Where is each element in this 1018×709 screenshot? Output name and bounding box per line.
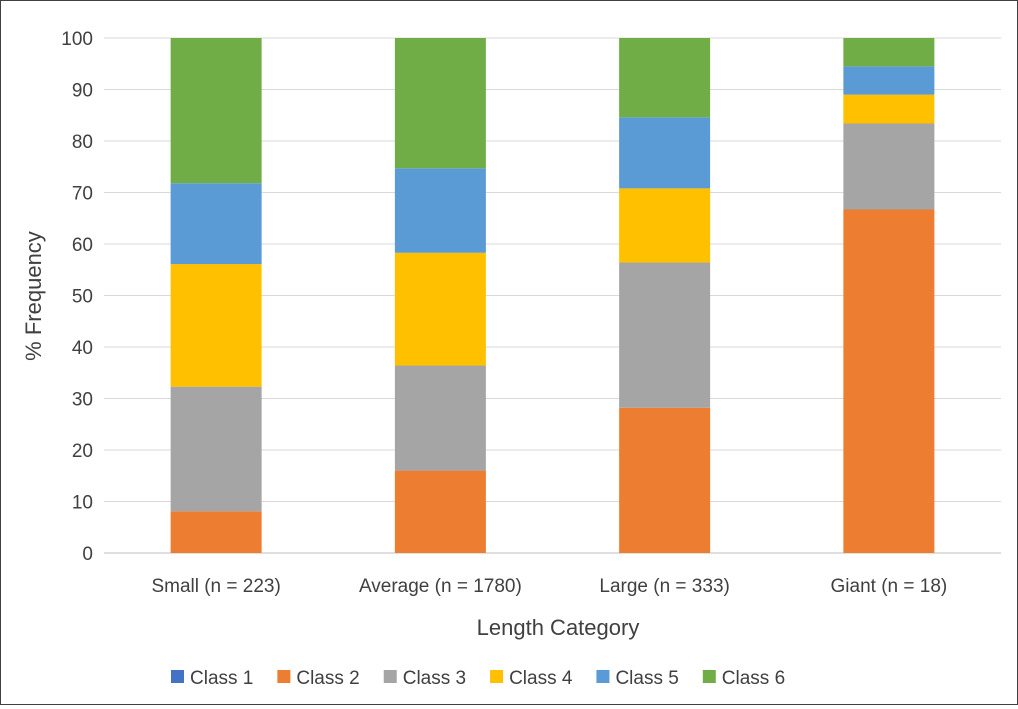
y-tick-label: 50: [72, 287, 93, 308]
bar-stacks: [170, 38, 935, 553]
y-tick-label: 10: [72, 493, 93, 514]
legend-swatch: [383, 670, 397, 683]
bar-segment-class-6: [170, 38, 262, 184]
bar-segment-class-6: [394, 38, 486, 169]
bar-segment-class-4: [619, 188, 711, 263]
y-tick-label: 40: [72, 338, 93, 359]
bar-segment-class-4: [170, 264, 262, 387]
y-tick-label: 60: [72, 235, 93, 256]
y-tick-label: 20: [72, 441, 93, 462]
bar-segment-class-5: [170, 183, 262, 265]
legend: Class 1 Class 2 Class 3 Class 4 Class 5 Class…: [171, 668, 785, 689]
legend-label: Class 3: [403, 668, 466, 689]
bar-segment-class-4: [394, 252, 486, 366]
legend-label: Class 5: [615, 668, 678, 689]
y-tick-labels: 0 10 20 30 40 50 60 70 80 90 100: [61, 29, 93, 565]
x-category-label: Small (n = 223): [151, 576, 280, 597]
legend-label: Class 1: [190, 668, 253, 689]
x-axis-title: Length Category: [477, 615, 640, 640]
x-category-label: Average (n = 1780): [359, 576, 522, 597]
x-category-label: Giant (n = 18): [831, 576, 948, 597]
legend-swatch: [490, 670, 504, 683]
bar-segment-class-5: [394, 168, 486, 253]
bar-segment-class-2: [170, 511, 262, 553]
bar-segment-class-2: [843, 209, 935, 553]
x-category-labels: Small (n = 223) Average (n = 1780) Large (…: [151, 576, 947, 597]
legend-label: Class 4: [509, 668, 573, 689]
y-tick-label: 30: [72, 390, 93, 411]
legend-swatch: [596, 670, 610, 683]
legend-swatch: [171, 670, 184, 683]
y-tick-label: 100: [61, 29, 93, 50]
legend-label: Class 2: [296, 668, 359, 689]
y-tick-label: 80: [72, 132, 93, 153]
y-tick-label: 90: [72, 81, 93, 102]
x-category-label: Large (n = 333): [599, 576, 729, 597]
bar-segment-class-2: [394, 470, 486, 553]
bar-segment-class-3: [843, 123, 935, 210]
bar-segment-class-6: [843, 38, 935, 67]
legend-swatch: [277, 670, 291, 683]
bar-segment-class-5: [619, 117, 711, 189]
bar-segment-class-3: [170, 386, 262, 512]
bar-segment-class-3: [394, 365, 486, 471]
y-tick-label: 0: [82, 544, 93, 565]
bar-segment-class-4: [843, 94, 935, 124]
bar-segment-class-3: [619, 262, 711, 408]
bar-segment-class-5: [843, 66, 935, 95]
bar-segment-class-2: [619, 407, 711, 553]
legend-label: Class 6: [722, 668, 785, 689]
legend-swatch: [702, 670, 716, 683]
y-tick-label: 70: [72, 184, 93, 205]
y-axis-title: % Frequency: [21, 231, 46, 361]
bar-segment-class-6: [619, 38, 711, 118]
